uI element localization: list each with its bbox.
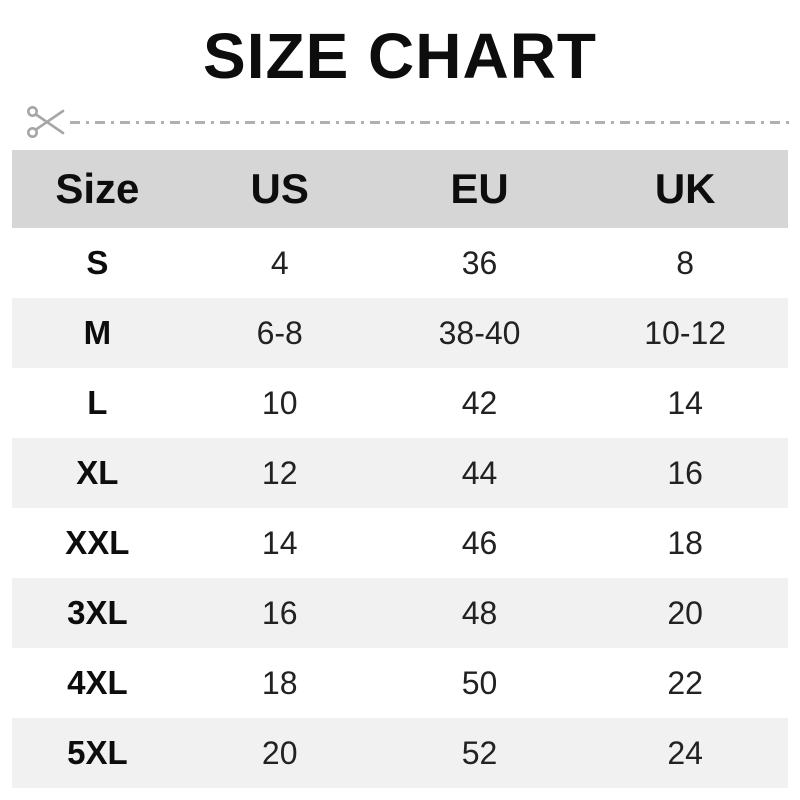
eu-cell: 52 (461, 734, 498, 771)
table-row: XL 12 44 16 (12, 438, 788, 508)
header-uk: UK (654, 165, 716, 212)
table-row: 5XL 20 52 24 (12, 718, 788, 788)
us-cell: 16 (261, 594, 298, 631)
cut-line (26, 100, 792, 144)
scissors-icon (27, 106, 65, 138)
us-cell: 14 (261, 524, 298, 561)
eu-cell: 36 (461, 244, 498, 281)
uk-cell: 20 (667, 594, 703, 631)
eu-cell: 38-40 (438, 314, 521, 351)
page-title: SIZE CHART (203, 20, 597, 92)
eu-cell: 46 (461, 524, 498, 561)
header-size: Size (55, 165, 140, 212)
uk-cell: 8 (676, 244, 695, 281)
uk-cell: 14 (667, 384, 703, 421)
us-cell: 6-8 (256, 314, 303, 351)
eu-cell: 48 (461, 594, 498, 631)
size-cell: L (87, 384, 108, 421)
size-cell: M (83, 314, 112, 351)
header-us: US (250, 165, 309, 212)
table-row: M 6-8 38-40 10-12 (12, 298, 788, 368)
size-cell: 4XL (67, 664, 128, 701)
size-cell: 5XL (67, 734, 128, 771)
uk-cell: 22 (667, 664, 703, 701)
us-cell: 20 (261, 734, 298, 771)
eu-cell: 50 (461, 664, 498, 701)
table-row: L 10 42 14 (12, 368, 788, 438)
dashed-cut-line (70, 120, 792, 124)
size-table: Size US EU UK S 4 36 8 M 6-8 38-40 10-12… (12, 150, 788, 788)
table-row: 4XL 18 50 22 (12, 648, 788, 718)
us-cell: 12 (261, 454, 298, 491)
uk-cell: 10-12 (644, 314, 727, 351)
table-row: XXL 14 46 18 (12, 508, 788, 578)
size-cell: S (86, 244, 109, 281)
header-eu: EU (450, 165, 509, 212)
table-row: S 4 36 8 (12, 228, 788, 298)
us-cell: 4 (270, 244, 289, 281)
uk-cell: 16 (667, 454, 703, 491)
table-header-row: Size US EU UK (12, 150, 788, 228)
uk-cell: 24 (667, 734, 703, 771)
eu-cell: 42 (461, 384, 498, 421)
eu-cell: 44 (461, 454, 498, 491)
size-cell: 3XL (67, 594, 128, 631)
us-cell: 18 (261, 664, 298, 701)
uk-cell: 18 (667, 524, 703, 561)
size-cell: XXL (65, 524, 130, 561)
size-cell: XL (76, 454, 119, 491)
us-cell: 10 (261, 384, 298, 421)
table-row: 3XL 16 48 20 (12, 578, 788, 648)
